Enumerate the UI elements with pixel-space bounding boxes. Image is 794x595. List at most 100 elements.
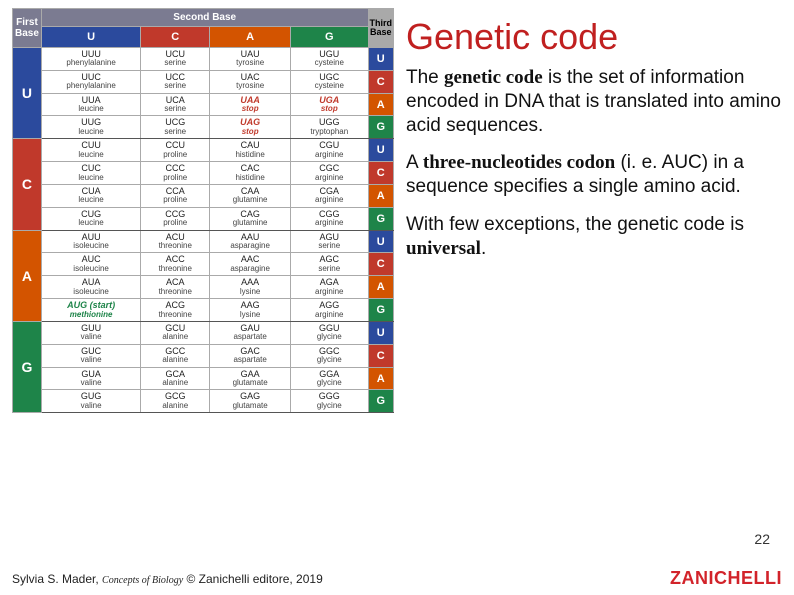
cell-UGU: UGU cysteine [291,48,368,71]
cell-AGC: AGC serine [291,253,368,276]
cell-UGG: UGG tryptophan [291,116,368,139]
third-GC: C [368,344,394,367]
footer: Sylvia S. Mader, Concepts of Biology © Z… [12,568,782,589]
cell-UCU: UCU serine [141,48,210,71]
aa-AAC: asparagine [211,265,289,273]
aa-UAU: tyrosine [211,59,289,67]
aa-GGU: glycine [292,333,366,341]
cell-UCA: UCA serine [141,93,210,116]
aa-CGG: arginine [292,219,366,227]
aa-AUG: methionine [43,311,139,319]
cell-AUA: AUA isoleucine [41,276,140,299]
col-G: G [291,27,368,48]
p3b: universal [406,238,481,259]
p2a: A [406,152,423,173]
aa-UCA: serine [142,105,208,113]
aa-CCG: proline [142,219,208,227]
aa-UUC: phenylalanine [43,82,139,90]
cell-CGA: CGA arginine [291,184,368,207]
aa-CCU: proline [142,151,208,159]
aa-CCC: proline [142,174,208,182]
cell-CCU: CCU proline [141,139,210,162]
para-1: The genetic code is the set of informati… [406,66,782,137]
aa-AAG: lysine [211,311,289,319]
cell-GCG: GCG alanine [141,390,210,413]
third-UA: A [368,93,394,116]
footer-book: Concepts of Biology [102,575,183,586]
aa-UCU: serine [142,59,208,67]
cell-AAC: AAC asparagine [210,253,291,276]
p1b: genetic code [444,67,543,88]
cell-CAU: CAU histidine [210,139,291,162]
footer-author: Sylvia S. Mader, [12,572,102,586]
first-A: A [13,230,42,321]
hdr-third: ThirdBase [368,9,394,48]
aa-GUA: valine [43,379,139,387]
footer-pub: © Zanichelli editore, 2019 [183,572,323,586]
aa-CAA: glutamine [211,196,289,204]
cell-UGA: UGA stop [291,93,368,116]
aa-GUU: valine [43,333,139,341]
cell-CAA: CAA glutamine [210,184,291,207]
aa-UGA: stop [292,105,366,113]
cell-UCG: UCG serine [141,116,210,139]
col-A: A [210,27,291,48]
cell-UUC: UUC phenylalanine [41,70,140,93]
aa-GGC: glycine [292,356,366,364]
aa-AAA: lysine [211,288,289,296]
aa-CAU: histidine [211,151,289,159]
third-GA: A [368,367,394,390]
cell-UAA: UAA stop [210,93,291,116]
cell-CUU: CUU leucine [41,139,140,162]
third-AG: G [368,299,394,322]
aa-UUA: leucine [43,105,139,113]
aa-CAG: glutamine [211,219,289,227]
cell-GCA: GCA alanine [141,367,210,390]
cell-CGC: CGC arginine [291,162,368,185]
p3a: With few exceptions, the genetic code is [406,214,744,235]
third-CA: A [368,184,394,207]
third-CC: C [368,162,394,185]
cell-AGA: AGA arginine [291,276,368,299]
cell-CUG: CUG leucine [41,207,140,230]
aa-GAA: glutamate [211,379,289,387]
aa-UCG: serine [142,128,208,136]
cell-ACU: ACU threonine [141,230,210,253]
cell-AUC: AUC isoleucine [41,253,140,276]
first-C: C [13,139,42,230]
aa-UAA: stop [211,105,289,113]
aa-CUG: leucine [43,219,139,227]
aa-UGU: cysteine [292,59,366,67]
first-G: G [13,321,42,412]
p1a: The [406,67,444,88]
cell-AGU: AGU serine [291,230,368,253]
cell-CCA: CCA proline [141,184,210,207]
cell-CGU: CGU arginine [291,139,368,162]
cell-GGG: GGG glycine [291,390,368,413]
aa-AAU: asparagine [211,242,289,250]
cell-GAG: GAG glutamate [210,390,291,413]
p3c: . [481,238,486,259]
cell-AAG: AAG lysine [210,299,291,322]
aa-UUU: phenylalanine [43,59,139,67]
aa-CCA: proline [142,196,208,204]
cell-UUA: UUA leucine [41,93,140,116]
cell-GAC: GAC aspartate [210,344,291,367]
first-U: U [13,48,42,139]
cell-UAG: UAG stop [210,116,291,139]
cell-GUC: GUC valine [41,344,140,367]
cell-AGG: AGG arginine [291,299,368,322]
cell-GUA: GUA valine [41,367,140,390]
cell-GCC: GCC alanine [141,344,210,367]
aa-CGU: arginine [292,151,366,159]
cell-GCU: GCU alanine [141,321,210,344]
cell-UCC: UCC serine [141,70,210,93]
cell-GAU: GAU aspartate [210,321,291,344]
aa-CGA: arginine [292,196,366,204]
cell-UUG: UUG leucine [41,116,140,139]
aa-UAC: tyrosine [211,82,289,90]
aa-GAU: aspartate [211,333,289,341]
content-row: FirstBase Second Base ThirdBaseUCAGU UUU… [12,8,782,595]
slide: FirstBase Second Base ThirdBaseUCAGU UUU… [0,0,794,595]
page-title: Genetic code [406,16,782,58]
